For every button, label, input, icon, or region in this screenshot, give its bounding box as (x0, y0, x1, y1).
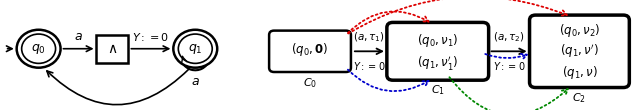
Text: $Y := 0$: $Y := 0$ (493, 60, 525, 72)
Text: $Y := 0$: $Y := 0$ (132, 31, 170, 43)
Circle shape (22, 34, 56, 63)
Text: $(q_1, \nu_1^{\prime})$: $(q_1, \nu_1^{\prime})$ (417, 54, 458, 72)
Text: $(a, \tau_2)$: $(a, \tau_2)$ (493, 31, 525, 44)
Text: $(q_0, \nu_2)$: $(q_0, \nu_2)$ (559, 22, 600, 39)
Text: $a$: $a$ (74, 30, 83, 43)
Text: $C_0$: $C_0$ (303, 76, 317, 90)
Text: $C_1$: $C_1$ (431, 84, 445, 97)
Text: $\wedge$: $\wedge$ (108, 42, 118, 56)
Text: $(q_1, \nu)$: $(q_1, \nu)$ (561, 63, 597, 81)
Circle shape (173, 30, 217, 68)
Text: $(q_0, \mathbf{0})$: $(q_0, \mathbf{0})$ (291, 41, 329, 58)
FancyBboxPatch shape (269, 31, 351, 72)
Circle shape (17, 30, 61, 68)
FancyBboxPatch shape (387, 22, 488, 80)
Text: $(a, \tau_1)$: $(a, \tau_1)$ (353, 31, 385, 44)
Text: $C_2$: $C_2$ (573, 91, 586, 105)
FancyBboxPatch shape (529, 15, 629, 88)
Text: $Y := 0$: $Y := 0$ (353, 60, 386, 72)
Text: $(q_1, \nu^{\prime})$: $(q_1, \nu^{\prime})$ (560, 43, 599, 60)
Text: $a$: $a$ (191, 75, 200, 88)
Text: $q_0$: $q_0$ (31, 42, 46, 56)
Text: $(q_0, \nu_1)$: $(q_0, \nu_1)$ (417, 32, 458, 49)
Bar (97, 35, 129, 62)
Text: $q_1$: $q_1$ (188, 42, 203, 56)
Circle shape (179, 34, 212, 63)
